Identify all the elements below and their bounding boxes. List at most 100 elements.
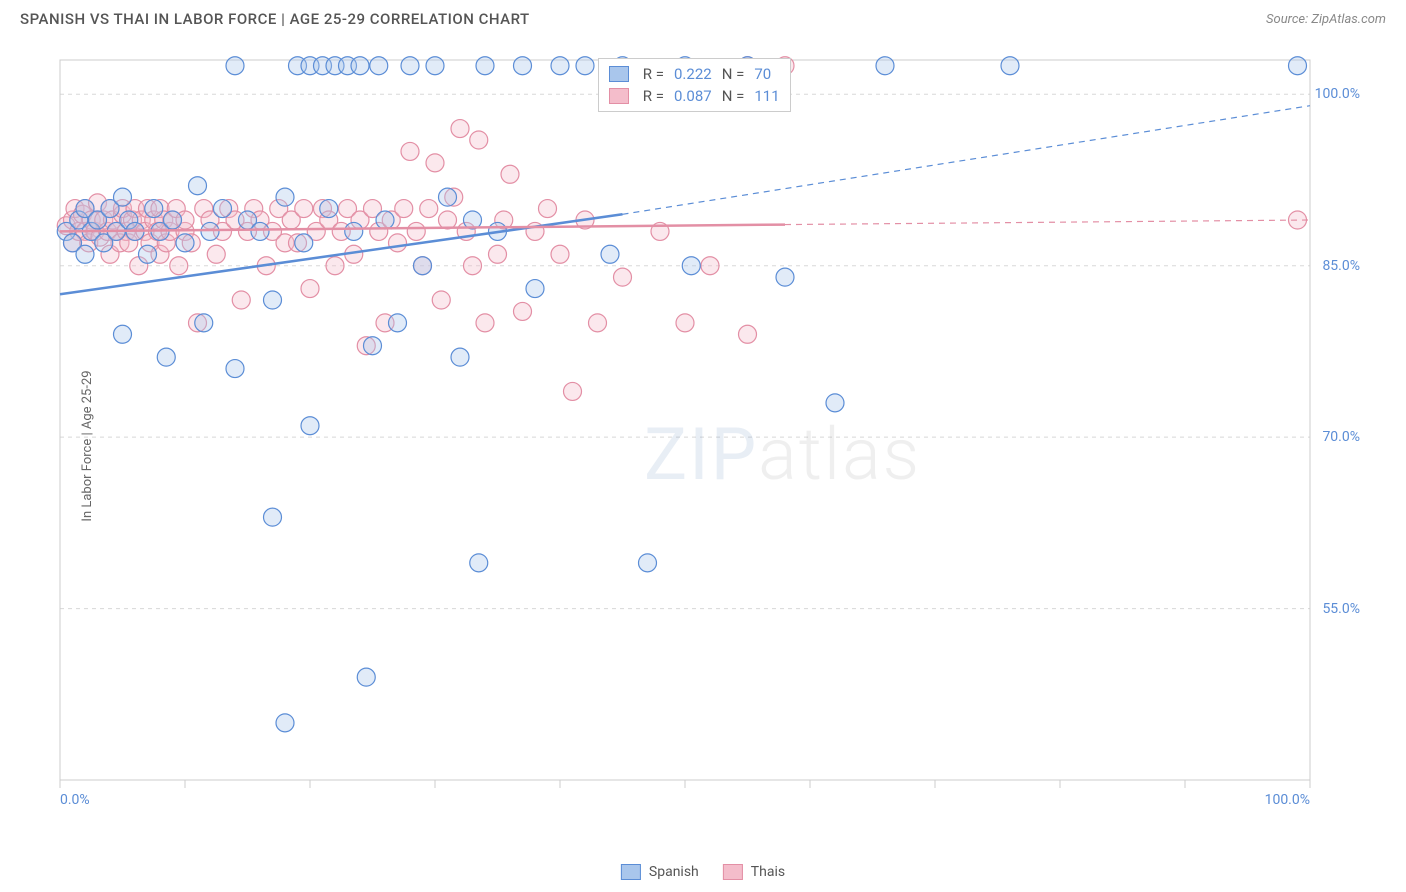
stats-box: R = 0.222 N = 70 R = 0.087 N = 111 <box>598 58 791 112</box>
scatter-point <box>195 314 213 332</box>
scatter-point <box>701 257 719 275</box>
scatter-point <box>226 360 244 378</box>
scatter-point <box>464 257 482 275</box>
scatter-point <box>232 291 250 309</box>
legend-label: Spanish <box>649 864 699 880</box>
chart-area: 55.0%70.0%85.0%100.0%0.0%100.0%R =0.222N… <box>50 50 1370 820</box>
legend-label: Thais <box>751 864 785 880</box>
scatter-point <box>489 245 507 263</box>
scatter-point <box>114 325 132 343</box>
scatter-point <box>676 314 694 332</box>
scatter-point <box>426 154 444 172</box>
scatter-point <box>364 337 382 355</box>
y-tick-label: 85.0% <box>1322 258 1360 274</box>
scatter-point <box>145 200 163 218</box>
scatter-point <box>301 280 319 298</box>
scatter-point <box>514 302 532 320</box>
scatter-point <box>439 211 457 229</box>
trend-line-dashed <box>623 106 1311 215</box>
chart-title: SPANISH VS THAI IN LABOR FORCE | AGE 25-… <box>20 10 530 28</box>
scatter-point <box>601 245 619 263</box>
scatter-point <box>207 245 225 263</box>
stats-r-value: 0.087 <box>674 87 712 105</box>
stats-r-label: R = <box>643 87 664 105</box>
scatter-point <box>639 554 657 572</box>
scatter-point <box>539 200 557 218</box>
scatter-point <box>301 417 319 435</box>
stats-n-value: 111 <box>754 87 779 105</box>
scatter-point <box>551 245 569 263</box>
bottom-legend: Spanish Thais <box>621 864 785 880</box>
scatter-point <box>451 120 469 138</box>
scatter-point <box>351 57 369 75</box>
scatter-point <box>170 257 188 275</box>
scatter-point <box>564 382 582 400</box>
stats-n-value: 70 <box>754 65 779 83</box>
stats-n-label: N = <box>722 87 745 105</box>
scatter-point <box>589 314 607 332</box>
scatter-point <box>576 57 594 75</box>
scatter-point <box>395 200 413 218</box>
scatter-point <box>201 222 219 240</box>
stats-n-label: N = <box>722 65 745 83</box>
y-tick-label: 70.0% <box>1322 429 1360 445</box>
legend-swatch <box>621 864 641 880</box>
scatter-point <box>401 142 419 160</box>
scatter-point <box>264 508 282 526</box>
scatter-point <box>389 234 407 252</box>
scatter-point <box>114 188 132 206</box>
scatter-point <box>426 57 444 75</box>
scatter-point <box>876 57 894 75</box>
scatter-point <box>682 257 700 275</box>
scatter-point <box>370 57 388 75</box>
scatter-point <box>432 291 450 309</box>
scatter-point <box>320 200 338 218</box>
stats-r-label: R = <box>643 65 664 83</box>
source-label: Source: ZipAtlas.com <box>1266 12 1386 27</box>
x-tick-label: 100.0% <box>1265 792 1310 808</box>
scatter-point <box>420 200 438 218</box>
scatter-point <box>164 211 182 229</box>
scatter-point <box>276 188 294 206</box>
scatter-point <box>189 177 207 195</box>
scatter-point <box>476 57 494 75</box>
scatter-point <box>526 280 544 298</box>
scatter-point <box>139 245 157 263</box>
legend-swatch <box>723 864 743 880</box>
scatter-point <box>389 314 407 332</box>
scatter-point <box>276 714 294 732</box>
scatter-point <box>376 211 394 229</box>
scatter-point <box>295 200 313 218</box>
scatter-point <box>476 314 494 332</box>
scatter-point <box>826 394 844 412</box>
scatter-point <box>401 57 419 75</box>
scatter-point <box>439 188 457 206</box>
scatter-point <box>157 348 175 366</box>
legend-item: Spanish <box>621 864 699 880</box>
scatter-point <box>739 325 757 343</box>
scatter-point <box>407 222 425 240</box>
scatter-point <box>226 57 244 75</box>
scatter-point <box>551 57 569 75</box>
scatter-point <box>326 257 344 275</box>
trend-line-dashed <box>785 220 1310 225</box>
legend-item: Thais <box>723 864 785 880</box>
scatter-point <box>501 165 519 183</box>
scatter-point <box>776 268 794 286</box>
scatter-point <box>357 668 375 686</box>
stats-r-value: 0.222 <box>674 65 712 83</box>
scatter-point <box>214 200 232 218</box>
scatter-point <box>1289 57 1307 75</box>
y-tick-label: 100.0% <box>1315 86 1360 102</box>
chart-header: SPANISH VS THAI IN LABOR FORCE | AGE 25-… <box>0 0 1406 36</box>
scatter-point <box>414 257 432 275</box>
stats-swatch <box>609 66 629 82</box>
scatter-point <box>1001 57 1019 75</box>
scatter-point <box>251 222 269 240</box>
scatter-point <box>345 222 363 240</box>
scatter-point <box>176 234 194 252</box>
scatter-plot <box>50 50 1370 820</box>
scatter-point <box>470 554 488 572</box>
scatter-point <box>264 291 282 309</box>
scatter-point <box>451 348 469 366</box>
